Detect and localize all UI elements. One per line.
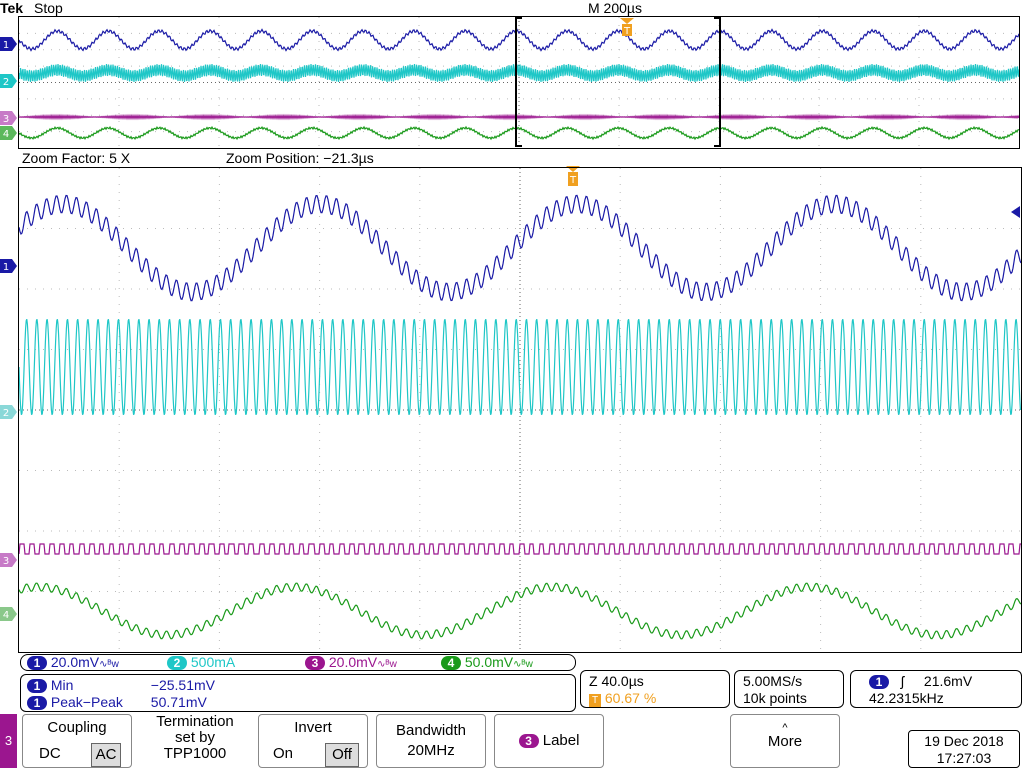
- acquisition-status: Stop: [34, 0, 63, 16]
- measurement-peak-peak: 1 Peak−Peak 50.71mV: [27, 694, 207, 711]
- svg-text:T: T: [569, 175, 577, 186]
- ch1-trace: [19, 194, 1021, 302]
- trigger-level-row: 1 ʃ 21.6mV: [869, 673, 973, 690]
- svg-text:2: 2: [3, 77, 9, 88]
- termination-label: Termination: [156, 713, 234, 730]
- ch3-trace: [19, 113, 1019, 121]
- ch1-scale-value: 20.0mV: [50, 654, 100, 670]
- svg-text:4: 4: [3, 129, 9, 140]
- svg-text:4: 4: [3, 610, 9, 621]
- ch1-badge: 1: [27, 656, 47, 671]
- more-up-arrow-icon: ^: [782, 722, 788, 734]
- ch2-scale-value: 500mA: [190, 654, 236, 670]
- ch2-trace: [19, 64, 1019, 82]
- measurement-min: 1 Min −25.51mV: [27, 677, 215, 694]
- zoom-waveform: [18, 167, 1022, 653]
- ch1-trace: [19, 28, 1019, 52]
- record-length: 10k points: [743, 690, 807, 706]
- time: 17:27:03: [936, 750, 992, 766]
- svg-text:1: 1: [3, 40, 9, 51]
- coupling-ac-option[interactable]: AC: [91, 743, 121, 767]
- label-button[interactable]: 3 Label: [494, 714, 604, 768]
- overview-plot: [19, 17, 1019, 148]
- trigger-t-icon: T: [589, 694, 601, 707]
- ch1-scale[interactable]: 1 20.0mV∿ᴮw: [27, 655, 119, 672]
- coupling-label: Coupling: [47, 719, 107, 736]
- ch4-badge: 4: [441, 656, 461, 671]
- timebase-label: M 200µs: [588, 0, 642, 16]
- meas-ch-badge: 1: [27, 696, 47, 711]
- ch2-badge: 2: [167, 656, 187, 671]
- ch3-badge: 3: [305, 656, 325, 671]
- svg-text:3: 3: [3, 556, 9, 567]
- svg-text:1: 1: [3, 262, 9, 273]
- bw-limit-icon: ∿ᴮw: [377, 659, 397, 670]
- meas-name: Peak−Peak: [50, 694, 123, 710]
- trigger-level-icon: [1011, 206, 1020, 218]
- termination-probe: TPP1000: [163, 745, 227, 762]
- date: 19 Dec 2018: [924, 733, 1004, 749]
- rising-edge-icon: ʃ: [900, 673, 905, 689]
- zoom-factor: Zoom Factor: 5 X: [22, 150, 131, 166]
- trigger-readout: 1 ʃ 21.6mV 42.2315kHz: [850, 670, 1022, 708]
- meas-value: −25.51mV: [150, 677, 215, 693]
- acquisition-readout: 5.00MS/s 10k points: [734, 670, 844, 708]
- overview-waveform: [18, 16, 1020, 149]
- brand-logo: Tek: [0, 0, 24, 16]
- sample-rate: 5.00MS/s: [743, 673, 803, 689]
- ch3-trace: [19, 543, 1021, 555]
- zoom-bracket: [515, 17, 721, 147]
- datetime-display: 19 Dec 2018 17:27:03: [908, 730, 1020, 768]
- ch4-trace: [19, 125, 1019, 141]
- more-button[interactable]: ^ More: [730, 714, 840, 768]
- termination-setby: set by: [174, 729, 216, 746]
- bandwidth-value: 20MHz: [407, 742, 455, 759]
- ch4-scale-value: 50.0mV: [464, 654, 514, 670]
- label-ch-badge: 3: [518, 734, 539, 749]
- bandwidth-button[interactable]: Bandwidth 20MHz: [376, 714, 486, 768]
- meas-ch-badge: 1: [27, 679, 47, 694]
- trigger-frequency: 42.2315kHz: [869, 690, 944, 706]
- label-text: Label: [542, 732, 580, 749]
- trigger-percent-value: 60.67 %: [604, 690, 657, 706]
- ch3-scale-value: 20.0mV: [328, 654, 378, 670]
- invert-off-option[interactable]: Off: [325, 743, 359, 767]
- invert-on-option[interactable]: On: [273, 745, 294, 762]
- svg-text:2: 2: [3, 408, 9, 419]
- ch4-scale[interactable]: 4 50.0mV∿ᴮw: [441, 655, 533, 672]
- svg-text:3: 3: [3, 114, 9, 125]
- coupling-dc-option[interactable]: DC: [39, 745, 61, 762]
- meas-name: Min: [50, 677, 74, 693]
- zoom-channel-markers: 1 2 3 4: [0, 259, 17, 621]
- trigger-percent: T 60.67 %: [589, 690, 656, 707]
- trigger-level: 21.6mV: [923, 673, 973, 689]
- bandwidth-label: Bandwidth: [395, 722, 467, 739]
- zoom-position-readout: Z 40.0µs: [589, 673, 644, 689]
- trigger-position-icon: T: [620, 18, 634, 37]
- more-label: More: [767, 733, 803, 750]
- meas-value: 50.71mV: [150, 694, 207, 710]
- zoom-position: Zoom Position: −21.3µs: [226, 150, 374, 166]
- invert-label: Invert: [294, 719, 332, 736]
- horizontal-position-readout: Z 40.0µs T 60.67 %: [580, 670, 730, 708]
- overview-channel-markers: 1 2 3 4: [0, 37, 17, 140]
- bw-limit-icon: ∿ᴮw: [99, 659, 119, 670]
- coupling-button[interactable]: Coupling DC AC: [22, 714, 132, 768]
- ch3-scale[interactable]: 3 20.0mV∿ᴮw: [305, 655, 397, 672]
- measurement-panel: 1 Min −25.51mV 1 Peak−Peak 50.71mV: [20, 674, 576, 712]
- zoom-plot: [19, 168, 1021, 652]
- bw-limit-icon: ∿ᴮw: [513, 659, 533, 670]
- svg-text:T: T: [623, 26, 631, 37]
- trigger-source-badge: 1: [869, 675, 889, 690]
- channel-scale-bar: 1 20.0mV∿ᴮw 2 500mA 3 20.0mV∿ᴮw 4 50.0mV…: [20, 654, 576, 671]
- invert-button[interactable]: Invert On Off: [258, 714, 368, 768]
- ch2-scale[interactable]: 2 500mA: [167, 654, 236, 671]
- ch4-trace: [19, 582, 1021, 640]
- ch2-trace: [19, 318, 1021, 416]
- termination-button[interactable]: Termination set by TPP1000: [140, 714, 250, 768]
- channel-3-menu-tab[interactable]: 3: [0, 714, 17, 768]
